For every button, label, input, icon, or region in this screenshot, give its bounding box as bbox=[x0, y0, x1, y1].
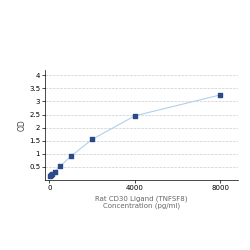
Point bbox=[133, 114, 137, 118]
Y-axis label: OD: OD bbox=[17, 119, 26, 131]
Point bbox=[48, 174, 52, 178]
X-axis label: Rat CD30 Ligand (TNFSF8)
Concentration (pg/ml): Rat CD30 Ligand (TNFSF8) Concentration (… bbox=[95, 195, 188, 209]
Point bbox=[50, 172, 54, 176]
Point bbox=[69, 154, 73, 158]
Point bbox=[90, 138, 94, 141]
Point bbox=[48, 174, 52, 178]
Point bbox=[58, 164, 62, 168]
Point bbox=[52, 170, 56, 173]
Point bbox=[218, 93, 222, 97]
